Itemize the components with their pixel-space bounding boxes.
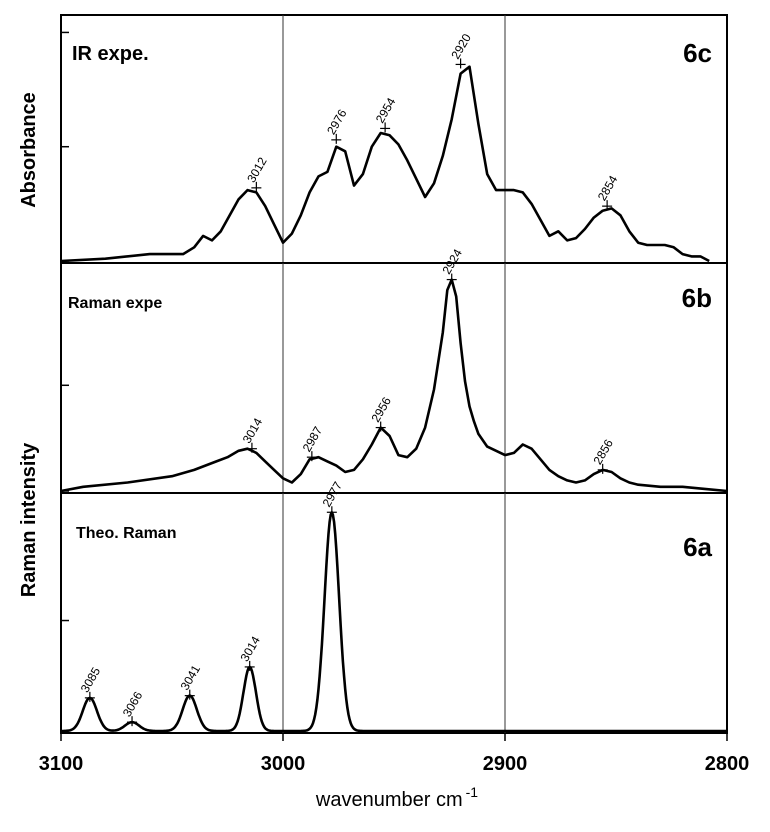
spectrum-line-6a bbox=[60, 510, 728, 733]
x-axis-title: wavenumber cm -1 bbox=[315, 784, 478, 811]
x-axis: 3100 3000 2900 2800 bbox=[39, 733, 750, 775]
panel-title-6a: Theo. Raman bbox=[76, 525, 176, 542]
peak-label-2956: 2956 bbox=[368, 394, 394, 424]
panel-title-6c: IR expe. bbox=[72, 43, 149, 65]
x-axis-label: wavenumber cm bbox=[315, 789, 463, 811]
peak-label-2854: 2854 bbox=[595, 173, 621, 203]
peak-label-2920: 2920 bbox=[448, 31, 474, 61]
plot-frame-6a bbox=[60, 492, 728, 734]
peak-label-3014: 3014 bbox=[237, 634, 263, 664]
peak-label-3014: 3014 bbox=[240, 415, 266, 445]
peak-label-2954: 2954 bbox=[373, 95, 399, 125]
x-tick-label-2800: 2800 bbox=[705, 753, 750, 775]
peak-label-2987: 2987 bbox=[300, 424, 326, 454]
x-tick-label-3100: 3100 bbox=[39, 753, 84, 775]
panel-title-6b: Raman expe bbox=[68, 295, 162, 312]
panel-6a-theoretical-raman: Theo. Raman 6a 3085 3066 3041 3014 2977 bbox=[60, 479, 728, 734]
peak-label-2924: 2924 bbox=[439, 246, 465, 276]
panel-label-6c: 6c bbox=[683, 38, 712, 68]
panel-label-6b: 6b bbox=[682, 283, 712, 313]
peak-label-3012: 3012 bbox=[244, 155, 270, 185]
panel-6b-raman-experimental: Raman expe 6b 3014 2987 2956 2924 2856 bbox=[60, 246, 728, 494]
x-axis-label-superscript: -1 bbox=[466, 784, 479, 800]
peak-label-2977: 2977 bbox=[320, 479, 346, 509]
peak-label-3066: 3066 bbox=[120, 689, 146, 719]
x-tick-label-2900: 2900 bbox=[483, 753, 528, 775]
peak-label-3085: 3085 bbox=[78, 665, 104, 695]
peak-label-3041: 3041 bbox=[178, 662, 204, 692]
peak-label-2856: 2856 bbox=[590, 437, 616, 467]
panel-6c-ir-experimental: IR expe. 6c Absorbance 3012 2976 2954 2920 2… bbox=[18, 14, 728, 264]
y-axis-label-raman-intensity: Raman intensity bbox=[18, 442, 40, 597]
spectrum-line-6b bbox=[60, 278, 728, 493]
spectrum-line-6c bbox=[60, 65, 710, 263]
y-axis-label-absorbance: Absorbance bbox=[18, 92, 40, 208]
peak-label-2976: 2976 bbox=[324, 107, 350, 137]
x-tick-label-3000: 3000 bbox=[261, 753, 306, 775]
panel-label-6a: 6a bbox=[683, 532, 712, 562]
